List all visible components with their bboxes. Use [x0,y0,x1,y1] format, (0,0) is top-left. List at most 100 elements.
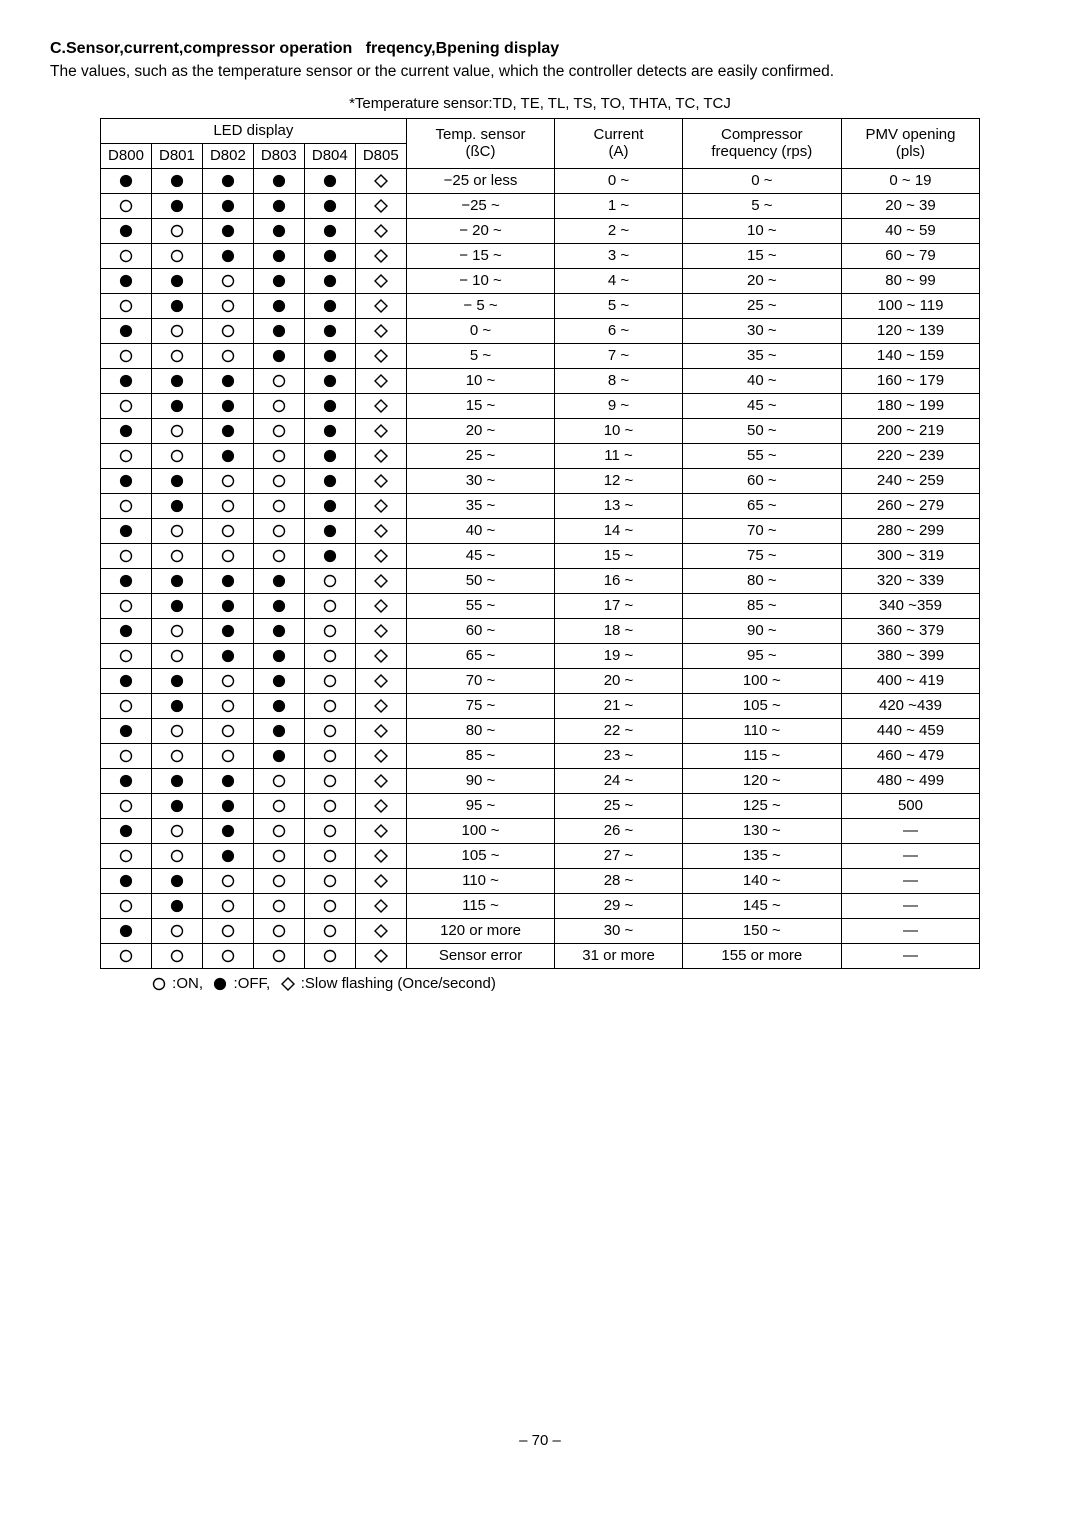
pmv-cell: — [841,918,979,943]
header-d800: D800 [101,143,152,168]
led-cell-d800 [101,243,152,268]
temp-cell: − 15 ~ [406,243,555,268]
led-data-table: LED display Temp. sensor (ßC) Current (A… [100,118,980,969]
freq-cell: 50 ~ [682,418,841,443]
led-cell-d802 [202,293,253,318]
led-cell-d803 [253,768,304,793]
led-cell-d800 [101,543,152,568]
header-temp-top: Temp. sensor [436,126,526,143]
led-cell-d802 [202,643,253,668]
led-cell-d804 [304,718,355,743]
led-cell-d802 [202,168,253,193]
led-cell-d804 [304,318,355,343]
led-cell-d805 [355,518,406,543]
cur-cell: 22 ~ [555,718,682,743]
led-cell-d804 [304,218,355,243]
pmv-cell: 240 ~ 259 [841,468,979,493]
led-cell-d804 [304,443,355,468]
led-cell-d802 [202,793,253,818]
led-cell-d801 [151,343,202,368]
freq-cell: 65 ~ [682,493,841,518]
led-cell-d805 [355,493,406,518]
freq-cell: 30 ~ [682,318,841,343]
led-cell-d800 [101,768,152,793]
led-cell-d800 [101,468,152,493]
led-cell-d802 [202,868,253,893]
led-cell-d804 [304,518,355,543]
led-cell-d803 [253,793,304,818]
pmv-cell: 180 ~ 199 [841,393,979,418]
page-number: – 70 – [50,1432,1030,1449]
header-d805: D805 [355,143,406,168]
table-caption: *Temperature sensor:TD, TE, TL, TS, TO, … [50,95,1030,112]
table-row: 55 ~17 ~85 ~340 ~359 [101,593,980,618]
led-cell-d800 [101,793,152,818]
freq-cell: 0 ~ [682,168,841,193]
led-cell-d802 [202,493,253,518]
cur-cell: 7 ~ [555,343,682,368]
led-cell-d801 [151,368,202,393]
led-cell-d803 [253,293,304,318]
table-row: 100 ~26 ~130 ~— [101,818,980,843]
led-cell-d805 [355,318,406,343]
led-cell-d800 [101,743,152,768]
led-cell-d804 [304,368,355,393]
led-cell-d804 [304,918,355,943]
temp-cell: 120 or more [406,918,555,943]
table-row: 45 ~15 ~75 ~300 ~ 319 [101,543,980,568]
temp-cell: −25 ~ [406,193,555,218]
temp-cell: 75 ~ [406,693,555,718]
cur-cell: 0 ~ [555,168,682,193]
cur-cell: 20 ~ [555,668,682,693]
freq-cell: 140 ~ [682,868,841,893]
led-cell-d805 [355,718,406,743]
led-cell-d804 [304,168,355,193]
led-cell-d802 [202,218,253,243]
led-cell-d804 [304,393,355,418]
freq-cell: 5 ~ [682,193,841,218]
led-cell-d805 [355,743,406,768]
cur-cell: 27 ~ [555,843,682,868]
temp-cell: 25 ~ [406,443,555,468]
pmv-cell: — [841,893,979,918]
led-cell-d803 [253,643,304,668]
led-cell-d801 [151,768,202,793]
led-cell-d801 [151,918,202,943]
led-cell-d801 [151,293,202,318]
led-cell-d801 [151,243,202,268]
table-header-row-1: LED display Temp. sensor (ßC) Current (A… [101,118,980,143]
header-d803: D803 [253,143,304,168]
section-title-b: freqency,Bpening display [366,40,560,57]
legend-flash-label: :Slow flashing (Once/second) [301,975,496,992]
led-cell-d801 [151,668,202,693]
legend-off-icon [211,975,229,992]
pmv-cell: — [841,868,979,893]
led-cell-d805 [355,843,406,868]
led-cell-d802 [202,268,253,293]
temp-cell: − 20 ~ [406,218,555,243]
temp-cell: − 5 ~ [406,293,555,318]
led-cell-d800 [101,693,152,718]
led-cell-d803 [253,443,304,468]
table-row: 110 ~28 ~140 ~— [101,868,980,893]
cur-cell: 17 ~ [555,593,682,618]
led-cell-d805 [355,418,406,443]
cur-cell: 16 ~ [555,568,682,593]
temp-cell: 15 ~ [406,393,555,418]
pmv-cell: 340 ~359 [841,593,979,618]
led-cell-d805 [355,568,406,593]
header-pmv-top: PMV opening [865,126,955,143]
pmv-cell: — [841,943,979,968]
led-cell-d802 [202,418,253,443]
table-row: Sensor error31 or more155 or more— [101,943,980,968]
led-cell-d800 [101,843,152,868]
led-cell-d802 [202,743,253,768]
led-cell-d804 [304,193,355,218]
led-cell-d801 [151,518,202,543]
section-title-a: C.Sensor,current,compressor operation [50,40,352,57]
led-cell-d804 [304,543,355,568]
table-row: 15 ~9 ~45 ~180 ~ 199 [101,393,980,418]
section-heading: C.Sensor,current,compressor operation fr… [50,40,1030,58]
table-row: 20 ~10 ~50 ~200 ~ 219 [101,418,980,443]
led-cell-d805 [355,693,406,718]
